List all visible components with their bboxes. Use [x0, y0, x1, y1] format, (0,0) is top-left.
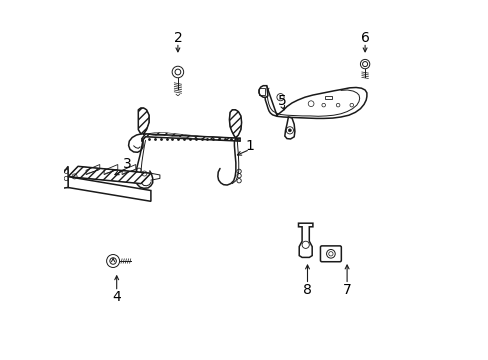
Polygon shape [258, 86, 267, 97]
Polygon shape [264, 86, 366, 118]
Text: 2: 2 [173, 31, 182, 45]
Text: 6: 6 [360, 31, 369, 45]
Text: 7: 7 [342, 283, 351, 297]
Polygon shape [138, 108, 149, 133]
FancyBboxPatch shape [320, 246, 341, 262]
Polygon shape [142, 132, 240, 141]
Polygon shape [229, 110, 241, 138]
Polygon shape [68, 166, 151, 184]
Polygon shape [284, 117, 294, 139]
Text: 5: 5 [277, 94, 286, 108]
Polygon shape [62, 166, 68, 188]
Text: 4: 4 [112, 290, 121, 304]
Text: 1: 1 [245, 139, 254, 153]
Polygon shape [298, 223, 312, 257]
Bar [259, 88, 264, 95]
Text: 8: 8 [303, 283, 311, 297]
Circle shape [288, 129, 291, 132]
Polygon shape [68, 177, 151, 201]
Text: 3: 3 [123, 157, 132, 171]
Bar [325, 96, 331, 99]
